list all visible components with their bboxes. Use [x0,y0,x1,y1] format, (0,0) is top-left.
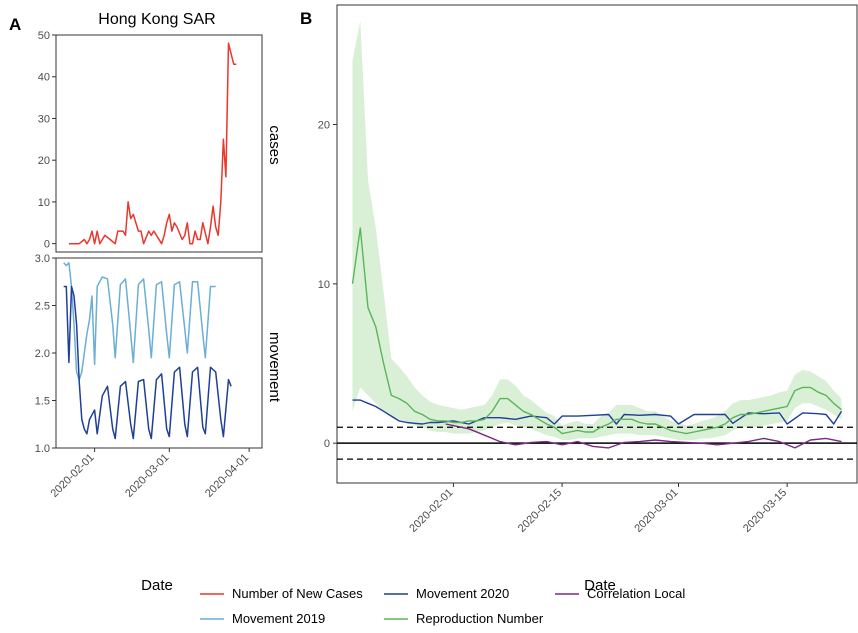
y-tick-label: 10 [318,279,330,291]
legend-label: Reproduction Number [416,611,544,626]
y-tick-label: 0 [44,239,50,251]
legend-label: Movement 2020 [416,586,509,601]
series-line-correlation-local [445,423,842,449]
legend: Number of New Cases Movement 2020 Correlat… [200,586,685,626]
strip-label-cases: cases [266,125,283,164]
y-tick-label: 40 [38,72,50,84]
x-tick-label: 2020-04-01 [203,452,251,500]
series-line-movement-2020 [352,399,843,425]
panel-a-title: Hong Kong SAR [98,11,215,28]
legend-label: Movement 2019 [232,611,325,626]
panel-a-cases-facet: 0 10 20 30 40 50 [38,30,263,253]
y-tick-label: 2.0 [35,348,50,360]
y-tick-label: 20 [318,120,330,132]
y-tick-label: 1.0 [35,443,50,455]
panel-a-movement-facet: 1.0 1.5 2.0 2.5 3.0 [35,253,263,455]
x-tick-label: 2020-03-01 [123,452,171,500]
x-tick-label: 2020-02-01 [48,452,96,500]
reproduction-number-ci-band [352,20,842,441]
panel-b-plot: 0 10 20 2020-02-01 2020-02-15 2020-03-01 2020-… [318,4,858,535]
y-tick-label: 10 [38,197,50,209]
strip-label-movement: movement [266,332,283,403]
panel-b-letter: B [300,9,312,28]
y-tick-label: 2.5 [35,301,50,313]
x-tick-label: 2020-02-01 [407,487,455,535]
y-tick-label: 20 [38,155,50,167]
series-line-number-of-new-cases [68,42,237,245]
panel-a-letter: A [9,15,21,34]
x-tick-label: 2020-03-15 [741,487,789,535]
x-tick-label: 2020-03-01 [632,487,680,535]
y-tick-label: 30 [38,113,50,125]
y-tick-label: 1.5 [35,396,50,408]
series-line-movement-2019 [63,262,216,381]
series-line-reproduction-number [351,227,842,435]
panel-b-xlabel: Date [584,577,616,594]
y-tick-label: 0 [324,438,330,450]
series-line-movement-2020 [63,285,232,440]
panel-b-border [336,4,858,484]
facet-border [55,257,263,449]
y-tick-label: 3.0 [35,253,50,265]
y-tick-label: 50 [38,30,50,42]
x-tick-label: 2020-02-15 [516,487,564,535]
legend-label: Number of New Cases [232,586,363,601]
panel-a-x-axis: 2020-02-01 2020-03-01 2020-04-01 [48,448,251,500]
legend-label: Correlation Local [587,586,685,601]
panel-a-xlabel: Date [141,577,173,594]
facet-border [55,34,263,253]
